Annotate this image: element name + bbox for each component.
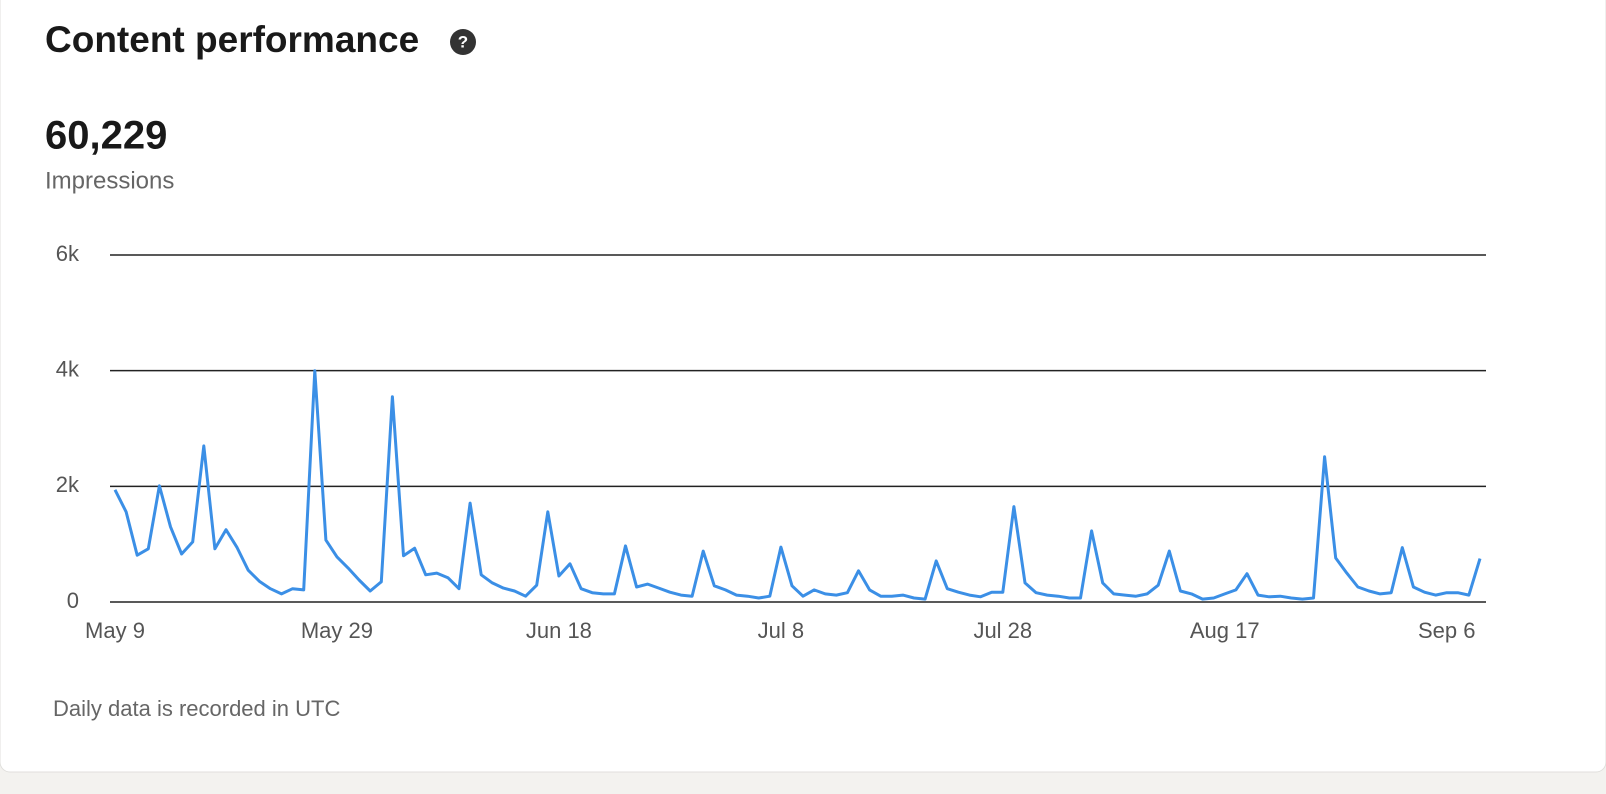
x-tick-label: Jul 8 [758, 618, 804, 643]
x-tick-label: Jun 18 [526, 618, 592, 643]
svg-text:?: ? [458, 32, 468, 51]
total: 60,229 [45, 114, 167, 158]
metric-label: Impressions [45, 167, 174, 194]
x-tick-label: May 29 [301, 618, 373, 643]
help-icon[interactable]: ? [450, 29, 476, 55]
y-tick-label: 4k [56, 356, 80, 381]
x-tick-label: Jul 28 [973, 618, 1032, 643]
title: Content performance [45, 19, 419, 60]
footer-note: Daily data is recorded in UTC [53, 696, 340, 721]
x-tick-label: Sep 6 [1418, 618, 1476, 643]
x-tick-label: May 9 [85, 618, 145, 643]
y-tick-label: 2k [56, 472, 80, 497]
x-tick-label: Aug 17 [1190, 618, 1260, 643]
y-tick-label: 6k [56, 241, 80, 266]
plot: 0 2k 4k 6k May 9 May 29 Jun 18 Jul 8 Jul 28 Aug 1… [56, 241, 1486, 643]
data-line [113, 369, 1482, 601]
card-bg [0, 0, 1606, 773]
y-tick-label: 0 [67, 588, 79, 613]
